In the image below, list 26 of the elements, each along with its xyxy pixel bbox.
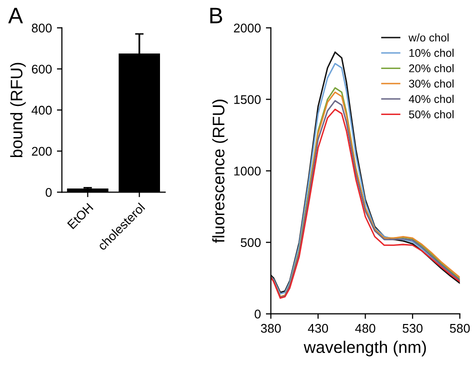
- x-tick-label: 480: [355, 324, 376, 333]
- y-axis-title: bound (RFU): [10, 62, 26, 158]
- y-tick-label: 400: [32, 106, 52, 115]
- y-tick-label: 2000: [234, 24, 261, 32]
- y-tick-label: 1000: [234, 166, 261, 176]
- y-tick-label: 200: [32, 146, 52, 156]
- legend-label: 10% chol: [409, 48, 454, 57]
- legend-label: 30% chol: [408, 79, 454, 88]
- legend-label: 20% chol: [409, 64, 454, 72]
- legend-label: w/o chol: [408, 33, 449, 42]
- x-tick-label: 580: [450, 324, 470, 333]
- y-tick-label: 500: [240, 238, 261, 248]
- text: A: [8, 8, 23, 24]
- x-tick-label: 430: [308, 324, 328, 333]
- x-axis-title: wavelength (nm): [304, 340, 426, 356]
- y-tick-label: 0: [46, 188, 52, 197]
- y-tick-label: 600: [32, 64, 52, 74]
- y-axis-title: fluorescence (RFU): [212, 100, 228, 243]
- legend-label: 50% chol: [409, 110, 454, 118]
- y-tick-label: 800: [32, 24, 52, 32]
- x-tick-label: 530: [402, 324, 423, 333]
- y-tick-label: 0: [254, 310, 261, 319]
- legend-label: 40% chol: [408, 94, 454, 103]
- x-tick-label: 380: [260, 324, 281, 333]
- y-tick-label: 1500: [234, 95, 261, 104]
- text: B: [210, 8, 222, 24]
